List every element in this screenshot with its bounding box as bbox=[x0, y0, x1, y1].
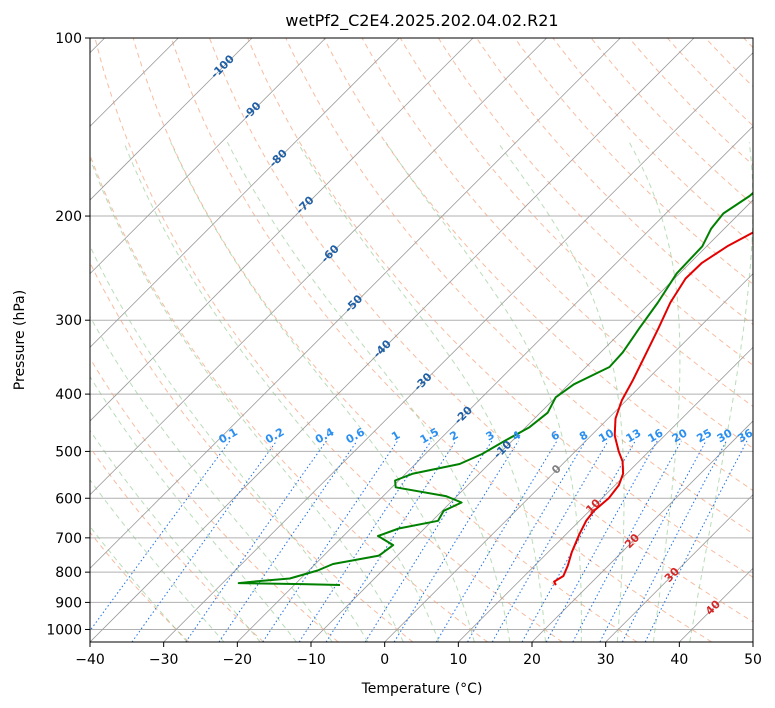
dewpoint-profile-line bbox=[237, 191, 753, 586]
chart-title: wetPf2_C2E4.2025.202.04.02.R21 bbox=[285, 11, 558, 31]
y-axis-label: Pressure (hPa) bbox=[12, 290, 28, 390]
y-tick-label: 600 bbox=[55, 491, 82, 507]
isotherm-line bbox=[163, 52, 753, 642]
dry-adiabat-line bbox=[209, 38, 753, 623]
dry-adiabat-line bbox=[399, 38, 753, 408]
y-tick-label: 500 bbox=[55, 444, 82, 460]
moist-adiabat-line bbox=[170, 141, 475, 642]
isotherm-line bbox=[237, 125, 753, 642]
x-tick-label: −40 bbox=[75, 652, 105, 668]
dry-adiabat-line bbox=[437, 38, 753, 366]
mixing-ratio-line bbox=[435, 440, 558, 642]
x-tick-label: −30 bbox=[149, 652, 179, 668]
x-tick-label: 20 bbox=[523, 652, 541, 668]
y-tick-label: 400 bbox=[55, 387, 82, 403]
mixing-ratio-line bbox=[393, 440, 519, 642]
isotherm-line bbox=[752, 641, 753, 642]
moist-adiabat-line bbox=[296, 141, 546, 642]
isotherm-line bbox=[90, 38, 621, 569]
dry-adiabat-line bbox=[90, 357, 339, 642]
y-tick-label: 1000 bbox=[46, 622, 82, 638]
y-tick-label: 300 bbox=[55, 313, 82, 329]
y-tick-label: 800 bbox=[55, 565, 82, 581]
moist-adiabat-line bbox=[90, 375, 297, 642]
isotherm-line bbox=[458, 346, 753, 642]
x-tick-label: −20 bbox=[223, 652, 253, 668]
mixing-ratio-line bbox=[521, 440, 636, 642]
x-tick-label: 50 bbox=[744, 652, 762, 668]
x-tick-label: 0 bbox=[380, 652, 389, 668]
x-tick-label: 40 bbox=[670, 652, 688, 668]
moist-adiabat-line bbox=[497, 141, 625, 642]
moist-adiabat-line bbox=[90, 157, 404, 642]
moist-adiabat-line bbox=[385, 141, 582, 642]
x-tick-label: 10 bbox=[449, 652, 467, 668]
temperature-profile-line bbox=[553, 231, 753, 586]
moist-adiabat-line bbox=[90, 478, 225, 642]
isotherm-line bbox=[90, 38, 547, 496]
mixing-ratio-line bbox=[644, 440, 748, 642]
y-tick-label: 700 bbox=[55, 531, 82, 547]
isotherm-line bbox=[605, 494, 753, 642]
mixing-ratio-line bbox=[599, 440, 707, 642]
isotherm-line bbox=[90, 38, 695, 642]
moist-adiabat-line bbox=[689, 142, 753, 642]
moist-adiabat-line bbox=[90, 244, 369, 642]
mixing-ratio-line bbox=[491, 440, 609, 642]
isotherm-line bbox=[310, 199, 753, 642]
mixing-ratio-line bbox=[467, 440, 586, 642]
mixing-ratio-line bbox=[131, 440, 278, 642]
moist-adiabat-line bbox=[226, 141, 511, 642]
mixing-ratio-line bbox=[218, 440, 358, 642]
plot-background bbox=[90, 38, 753, 642]
dry-adiabat-line bbox=[94, 38, 563, 642]
dry-adiabat-line bbox=[90, 531, 190, 642]
isotherm-line bbox=[90, 38, 474, 422]
moist-adiabat-line bbox=[123, 142, 440, 642]
x-tick-label: −10 bbox=[296, 652, 326, 668]
mixing-ratio-line bbox=[621, 440, 727, 642]
x-axis-label: Temperature (°C) bbox=[361, 681, 483, 697]
dry-adiabat-line bbox=[247, 38, 753, 578]
y-tick-label: 100 bbox=[55, 31, 82, 47]
isotherm-line bbox=[90, 38, 400, 348]
y-tick-label: 200 bbox=[55, 209, 82, 225]
mixing-ratio-line bbox=[185, 440, 327, 642]
mixing-ratio-line bbox=[262, 440, 399, 642]
mixing-ratio-line bbox=[90, 440, 231, 632]
dry-adiabat-line bbox=[285, 38, 753, 535]
moist-adiabat-line bbox=[90, 429, 261, 642]
moist-adiabat-line bbox=[90, 315, 333, 642]
isotherm-line bbox=[384, 273, 753, 642]
plot-frame bbox=[89, 37, 754, 643]
dry-adiabat-line bbox=[323, 38, 753, 492]
dry-adiabat-line bbox=[90, 261, 414, 642]
dry-adiabat-line bbox=[132, 38, 638, 642]
moist-adiabat-line bbox=[90, 525, 188, 642]
isotherm-line bbox=[90, 38, 326, 275]
y-tick-label: 900 bbox=[55, 595, 82, 611]
isotherm-line bbox=[531, 420, 753, 642]
isotherm-line bbox=[90, 38, 253, 201]
x-tick-label: 30 bbox=[597, 652, 615, 668]
